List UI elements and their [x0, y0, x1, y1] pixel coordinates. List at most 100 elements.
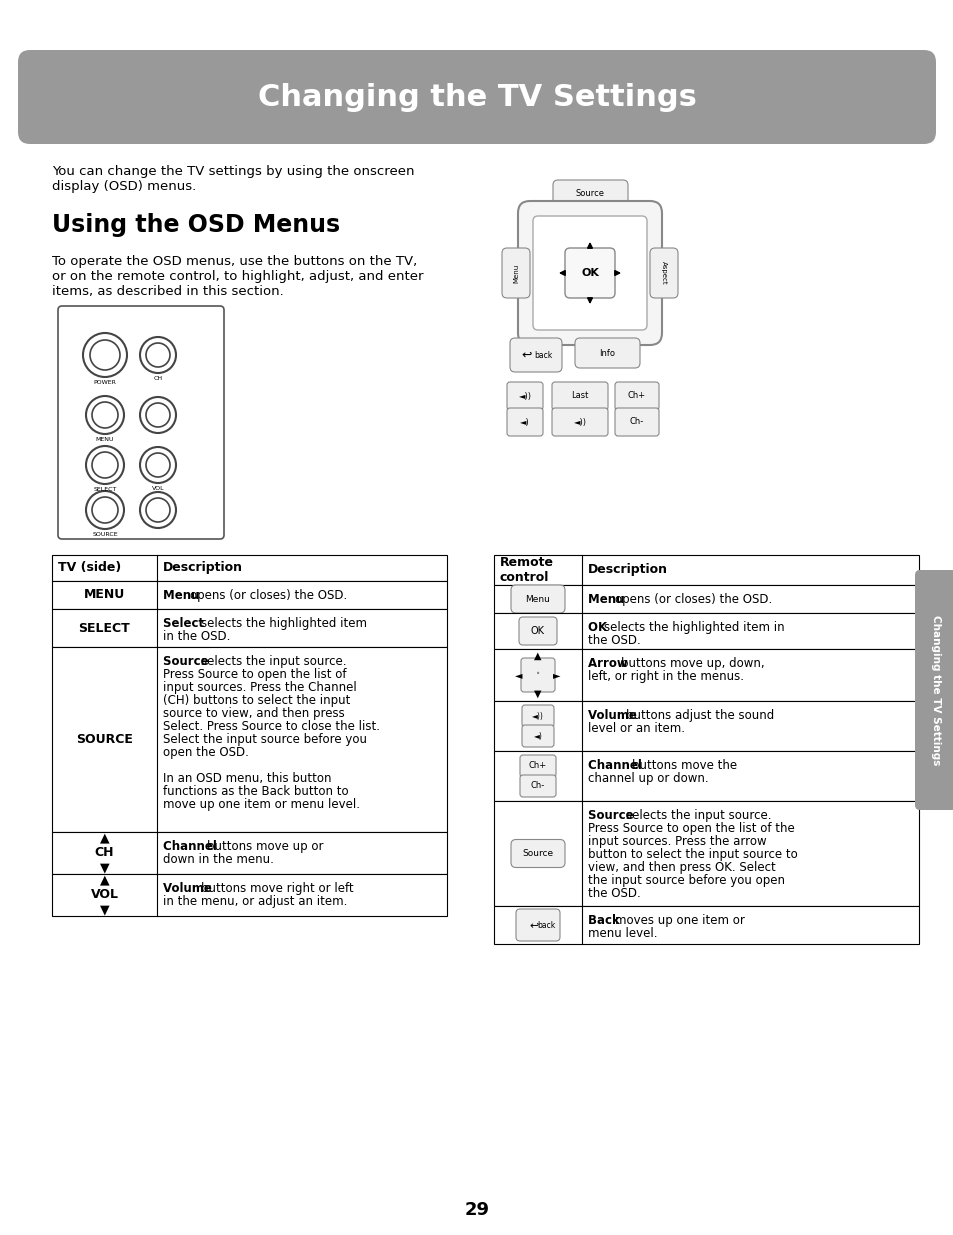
FancyBboxPatch shape — [552, 382, 607, 410]
Text: ◄: ◄ — [515, 671, 522, 680]
Text: in the OSD.: in the OSD. — [163, 630, 230, 643]
Text: Info: Info — [598, 348, 615, 357]
Bar — [494, 613, 918, 650]
Text: ·: · — [535, 666, 540, 684]
Text: 29: 29 — [464, 1200, 489, 1219]
Bar — [494, 802, 918, 906]
Circle shape — [86, 396, 124, 433]
Circle shape — [140, 447, 175, 483]
Text: SELECT: SELECT — [93, 487, 116, 492]
Text: source to view, and then press: source to view, and then press — [163, 706, 344, 720]
Text: selects the input source.: selects the input source. — [201, 655, 347, 668]
Text: opens (or closes) the OSD.: opens (or closes) the OSD. — [191, 589, 348, 601]
Text: view, and then press OK. Select: view, and then press OK. Select — [587, 861, 775, 874]
Text: SOURCE: SOURCE — [92, 532, 117, 537]
Text: You can change the TV settings by using the onscreen
display (OSD) menus.: You can change the TV settings by using … — [52, 165, 414, 193]
Text: MENU: MENU — [95, 437, 114, 442]
Text: ▲
CH
▼: ▲ CH ▼ — [94, 831, 114, 874]
Text: Description: Description — [587, 563, 667, 577]
FancyBboxPatch shape — [520, 658, 555, 692]
Circle shape — [86, 446, 124, 484]
Text: moves up one item or: moves up one item or — [615, 914, 744, 927]
Bar — [494, 585, 918, 613]
Text: Ch-: Ch- — [530, 782, 544, 790]
FancyBboxPatch shape — [506, 382, 542, 410]
FancyBboxPatch shape — [517, 201, 661, 345]
Text: down in the menu.: down in the menu. — [163, 853, 274, 866]
FancyBboxPatch shape — [511, 585, 564, 613]
Bar — [52, 874, 447, 916]
Text: buttons move right or left: buttons move right or left — [201, 882, 354, 895]
Text: the OSD.: the OSD. — [587, 887, 640, 900]
Bar — [52, 832, 447, 874]
FancyBboxPatch shape — [516, 909, 559, 941]
FancyBboxPatch shape — [510, 338, 561, 372]
Text: In an OSD menu, this button: In an OSD menu, this button — [163, 772, 331, 785]
Bar — [52, 580, 447, 609]
Text: Select the input source before you: Select the input source before you — [163, 734, 367, 746]
FancyBboxPatch shape — [914, 571, 953, 810]
Text: To operate the OSD menus, use the buttons on the TV,
or on the remote control, t: To operate the OSD menus, use the button… — [52, 254, 423, 298]
Text: the input source before you open: the input source before you open — [587, 874, 784, 887]
FancyBboxPatch shape — [58, 306, 224, 538]
Text: Menu: Menu — [513, 263, 518, 283]
Text: Last: Last — [571, 391, 588, 400]
Text: Description: Description — [163, 562, 243, 574]
Bar — [494, 701, 918, 751]
Bar — [494, 751, 918, 802]
Text: Source: Source — [163, 655, 213, 668]
FancyBboxPatch shape — [553, 180, 627, 207]
Circle shape — [140, 396, 175, 433]
Text: ◄)): ◄)) — [518, 391, 531, 400]
Circle shape — [91, 496, 118, 522]
Text: ◄)): ◄)) — [532, 711, 543, 720]
Bar — [494, 650, 918, 701]
Text: channel up or down.: channel up or down. — [587, 772, 708, 785]
Text: SOURCE: SOURCE — [76, 734, 132, 746]
FancyBboxPatch shape — [506, 408, 542, 436]
Bar — [494, 906, 918, 944]
Text: ▼: ▼ — [534, 689, 541, 699]
Text: functions as the Back button to: functions as the Back button to — [163, 785, 348, 798]
Text: Ch+: Ch+ — [627, 391, 645, 400]
Text: Source: Source — [522, 848, 553, 858]
FancyBboxPatch shape — [511, 840, 564, 867]
Circle shape — [90, 340, 120, 370]
Text: Changing the TV Settings: Changing the TV Settings — [257, 83, 696, 111]
Text: Menu: Menu — [163, 589, 203, 601]
Text: Press Source to open the list of: Press Source to open the list of — [163, 668, 346, 680]
Text: ↩: ↩ — [529, 920, 538, 930]
FancyBboxPatch shape — [575, 338, 639, 368]
Text: input sources. Press the arrow: input sources. Press the arrow — [587, 835, 766, 848]
Text: opens (or closes) the OSD.: opens (or closes) the OSD. — [615, 593, 772, 606]
Text: Source: Source — [575, 189, 604, 199]
Text: (CH) buttons to select the input: (CH) buttons to select the input — [163, 694, 350, 706]
Text: ▲: ▲ — [534, 651, 541, 661]
Circle shape — [140, 337, 175, 373]
Text: Select. Press Source to close the list.: Select. Press Source to close the list. — [163, 720, 379, 734]
Text: menu level.: menu level. — [587, 927, 657, 940]
Text: Channel: Channel — [163, 840, 221, 853]
Text: OK: OK — [580, 268, 598, 278]
Circle shape — [83, 333, 127, 377]
Text: selects the highlighted item: selects the highlighted item — [201, 618, 367, 630]
Circle shape — [146, 343, 170, 367]
Text: in the menu, or adjust an item.: in the menu, or adjust an item. — [163, 895, 347, 908]
Text: left, or right in the menus.: left, or right in the menus. — [587, 671, 743, 683]
Text: the OSD.: the OSD. — [587, 634, 640, 647]
Text: POWER: POWER — [93, 380, 116, 385]
FancyBboxPatch shape — [615, 408, 659, 436]
FancyBboxPatch shape — [521, 725, 554, 747]
Text: move up one item or menu level.: move up one item or menu level. — [163, 798, 359, 811]
Bar — [52, 555, 447, 580]
FancyBboxPatch shape — [18, 49, 935, 144]
FancyBboxPatch shape — [519, 755, 556, 777]
Text: button to select the input source to: button to select the input source to — [587, 848, 797, 861]
Bar — [494, 555, 918, 585]
Text: Changing the TV Settings: Changing the TV Settings — [930, 615, 940, 766]
FancyBboxPatch shape — [649, 248, 678, 298]
Text: Remote
control: Remote control — [499, 556, 554, 584]
Text: Ch-: Ch- — [629, 417, 643, 426]
FancyBboxPatch shape — [501, 248, 530, 298]
Text: level or an item.: level or an item. — [587, 722, 684, 735]
